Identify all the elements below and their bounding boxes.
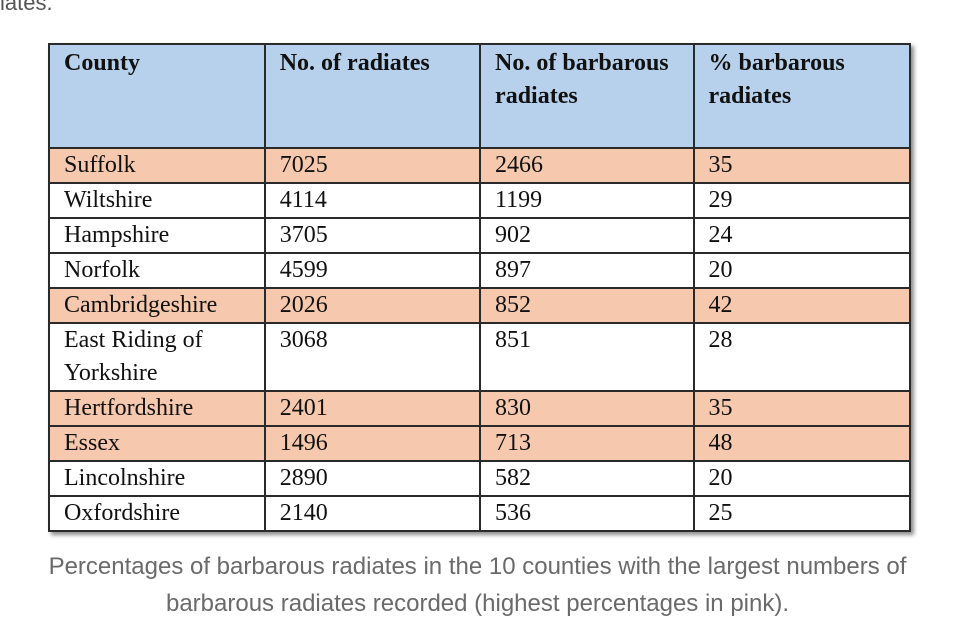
table-body: Suffolk 7025 2466 35 Wiltshire 4114 1199 29 Hamp… (48, 147, 912, 532)
table-caption: Percentages of barbarous radiates in the… (48, 553, 907, 617)
header-barbarous: No. of barbarous radiates (479, 43, 695, 149)
cell-percent: 24 (692, 217, 912, 254)
table-row: Wiltshire 4114 1199 29 (48, 182, 912, 219)
cell-percent: 29 (692, 182, 912, 219)
cell-county: Norfolk (48, 252, 266, 289)
cell-barbarous: 851 (479, 322, 695, 392)
cell-radiates: 3705 (263, 217, 482, 254)
cell-barbarous: 902 (479, 217, 695, 254)
cell-percent: 20 (692, 252, 912, 289)
cell-county: Hampshire (48, 217, 266, 254)
cell-radiates: 4599 (263, 252, 482, 289)
cell-county: Essex (48, 425, 266, 462)
cell-radiates: 7025 (263, 147, 482, 184)
cell-barbarous: 830 (479, 390, 695, 427)
cell-percent: 20 (692, 460, 912, 497)
cell-radiates: 2140 (263, 495, 482, 532)
table-row: Oxfordshire 2140 536 25 (48, 495, 912, 532)
cell-barbarous: 536 (479, 495, 695, 532)
table-row: Hampshire 3705 902 24 (48, 217, 912, 254)
table-row: Suffolk 7025 2466 35 (48, 147, 912, 184)
cell-radiates: 2401 (263, 390, 482, 427)
cell-barbarous: 2466 (479, 147, 695, 184)
cell-barbarous: 713 (479, 425, 695, 462)
header-percent: % barbarous radiates (692, 43, 912, 149)
cell-percent: 42 (692, 287, 912, 324)
cell-percent: 35 (692, 147, 912, 184)
table-row: Lincolnshire 2890 582 20 (48, 460, 912, 497)
cell-percent: 28 (692, 322, 912, 392)
cell-radiates: 2026 (263, 287, 482, 324)
cell-county: Lincolnshire (48, 460, 266, 497)
header-radiates: No. of radiates (263, 43, 482, 149)
table-row: Cambridgeshire 2026 852 42 (48, 287, 912, 324)
header-county: County (48, 43, 266, 149)
table-row: Hertfordshire 2401 830 35 (48, 390, 912, 427)
cell-barbarous: 582 (479, 460, 695, 497)
table-row: Essex 1496 713 48 (48, 425, 912, 462)
cell-barbarous: 1199 (479, 182, 695, 219)
cell-county: Cambridgeshire (48, 287, 266, 324)
cell-radiates: 1496 (263, 425, 482, 462)
cell-percent: 35 (692, 390, 912, 427)
cell-percent: 48 (692, 425, 912, 462)
cell-radiates: 4114 (263, 182, 482, 219)
cell-barbarous: 897 (479, 252, 695, 289)
radiates-table: County No. of radiates No. of barbarous … (48, 43, 912, 532)
cell-radiates: 2890 (263, 460, 482, 497)
cell-county: Hertfordshire (48, 390, 266, 427)
previous-text-fragment: iates. (0, 0, 53, 10)
cell-county: East Riding of Yorkshire (48, 322, 266, 392)
cell-radiates: 3068 (263, 322, 482, 392)
cell-barbarous: 852 (479, 287, 695, 324)
table-row: East Riding of Yorkshire 3068 851 28 (48, 322, 912, 392)
cell-percent: 25 (692, 495, 912, 532)
cell-county: Oxfordshire (48, 495, 266, 532)
cell-county: Suffolk (48, 147, 266, 184)
table-row: Norfolk 4599 897 20 (48, 252, 912, 289)
cell-county: Wiltshire (48, 182, 266, 219)
table-header-row: County No. of radiates No. of barbarous … (48, 43, 912, 149)
